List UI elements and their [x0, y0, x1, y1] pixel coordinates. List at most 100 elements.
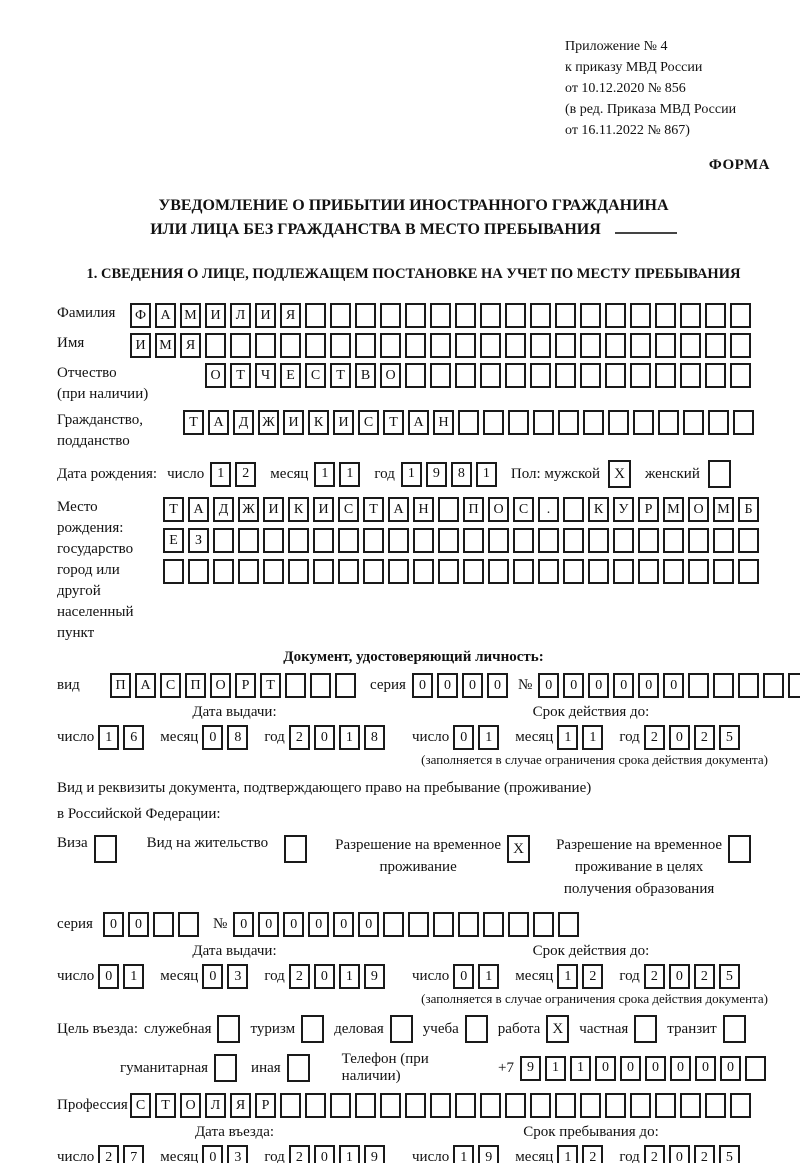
form-cell[interactable]: О [380, 363, 401, 388]
form-cell[interactable] [363, 528, 384, 553]
form-cell[interactable]: Т [383, 410, 404, 435]
form-cell[interactable]: 9 [520, 1055, 541, 1081]
form-cell[interactable]: 0 [436, 673, 458, 698]
form-cell[interactable] [730, 363, 751, 388]
form-cell[interactable] [483, 912, 505, 938]
form-cell[interactable] [745, 1055, 766, 1081]
form-cell[interactable] [505, 1093, 526, 1119]
form-cell[interactable]: 2 [693, 725, 715, 750]
form-cell[interactable]: 0 [202, 964, 224, 990]
form-cell[interactable]: 0 [313, 964, 335, 990]
form-cell[interactable] [380, 333, 401, 358]
form-cell[interactable]: К [308, 410, 329, 435]
form-cell[interactable] [438, 559, 459, 584]
form-cell[interactable]: 6 [123, 725, 145, 750]
form-cell[interactable] [463, 528, 484, 553]
form-cell[interactable] [655, 1093, 676, 1119]
form-cell[interactable]: С [358, 410, 379, 435]
form-cell[interactable] [405, 333, 426, 358]
form-cell[interactable] [213, 559, 234, 584]
form-cell[interactable]: С [130, 1093, 151, 1119]
form-cell[interactable] [688, 528, 709, 553]
form-cell[interactable]: У [613, 497, 634, 522]
form-cell[interactable] [455, 303, 476, 328]
form-cell[interactable] [213, 528, 234, 553]
form-cell[interactable]: 1 [98, 725, 120, 750]
form-cell[interactable] [680, 333, 701, 358]
form-cell[interactable]: П [110, 673, 131, 698]
form-cell[interactable] [405, 1093, 426, 1119]
form-cell[interactable] [152, 912, 174, 938]
form-cell[interactable]: 2 [98, 1145, 120, 1163]
form-cell[interactable]: 0 [453, 964, 475, 990]
form-cell[interactable]: 9 [425, 461, 447, 487]
form-cell[interactable] [730, 333, 751, 358]
form-cell[interactable] [433, 912, 455, 938]
form-cell[interactable] [630, 333, 651, 358]
form-cell[interactable]: Д [213, 497, 234, 522]
form-cell[interactable]: 1 [338, 964, 360, 990]
form-cell[interactable] [533, 410, 554, 435]
purpose-business-checkbox[interactable] [389, 1015, 413, 1044]
form-cell[interactable]: С [338, 497, 359, 522]
form-cell[interactable] [688, 673, 710, 698]
form-cell[interactable] [508, 912, 530, 938]
form-cell[interactable]: 1 [582, 725, 604, 750]
form-cell[interactable] [658, 410, 679, 435]
form-cell[interactable]: 1 [123, 964, 145, 990]
form-cell[interactable]: 8 [363, 725, 385, 750]
form-cell[interactable]: А [155, 303, 176, 328]
form-cell[interactable]: 1 [545, 1055, 566, 1081]
form-cell[interactable] [613, 559, 634, 584]
form-cell[interactable]: 1 [478, 964, 500, 990]
form-cell[interactable] [438, 497, 459, 522]
form-cell[interactable] [238, 528, 259, 553]
form-cell[interactable]: К [288, 497, 309, 522]
form-cell[interactable]: А [408, 410, 429, 435]
form-cell[interactable] [188, 559, 209, 584]
form-cell[interactable]: 2 [235, 461, 257, 487]
form-cell[interactable]: Ж [238, 497, 259, 522]
form-cell[interactable]: 0 [102, 912, 124, 938]
form-cell[interactable]: 0 [638, 673, 660, 698]
form-cell[interactable] [238, 559, 259, 584]
form-cell[interactable] [588, 559, 609, 584]
form-cell[interactable] [680, 1093, 701, 1119]
form-cell[interactable] [330, 1093, 351, 1119]
form-cell[interactable]: 0 [645, 1055, 666, 1081]
form-cell[interactable] [605, 363, 626, 388]
form-cell[interactable] [488, 559, 509, 584]
form-cell[interactable]: Д [233, 410, 254, 435]
form-cell[interactable]: Т [260, 673, 281, 698]
form-cell[interactable]: 1 [570, 1055, 591, 1081]
form-cell[interactable] [655, 333, 676, 358]
sex-male-checkbox[interactable]: X [608, 460, 632, 488]
form-cell[interactable]: Б [738, 497, 759, 522]
form-cell[interactable] [338, 559, 359, 584]
form-cell[interactable]: 0 [461, 673, 483, 698]
form-cell[interactable]: 0 [333, 912, 355, 938]
form-cell[interactable]: Е [280, 363, 301, 388]
form-cell[interactable] [458, 410, 479, 435]
form-cell[interactable] [730, 303, 751, 328]
form-cell[interactable] [663, 528, 684, 553]
form-cell[interactable]: Т [183, 410, 204, 435]
form-cell[interactable] [405, 363, 426, 388]
form-cell[interactable]: Л [230, 303, 251, 328]
form-cell[interactable]: 0 [595, 1055, 616, 1081]
form-cell[interactable] [430, 303, 451, 328]
form-cell[interactable] [383, 912, 405, 938]
form-cell[interactable] [263, 528, 284, 553]
form-cell[interactable]: 3 [227, 964, 249, 990]
form-cell[interactable] [480, 363, 501, 388]
form-cell[interactable]: 5 [718, 964, 740, 990]
form-cell[interactable]: 0 [668, 1145, 690, 1163]
form-cell[interactable] [638, 559, 659, 584]
form-cell[interactable]: 0 [695, 1055, 716, 1081]
form-cell[interactable]: 0 [313, 725, 335, 750]
form-cell[interactable]: 2 [693, 964, 715, 990]
form-cell[interactable] [338, 528, 359, 553]
form-cell[interactable] [655, 363, 676, 388]
form-cell[interactable]: Я [230, 1093, 251, 1119]
form-cell[interactable] [380, 303, 401, 328]
